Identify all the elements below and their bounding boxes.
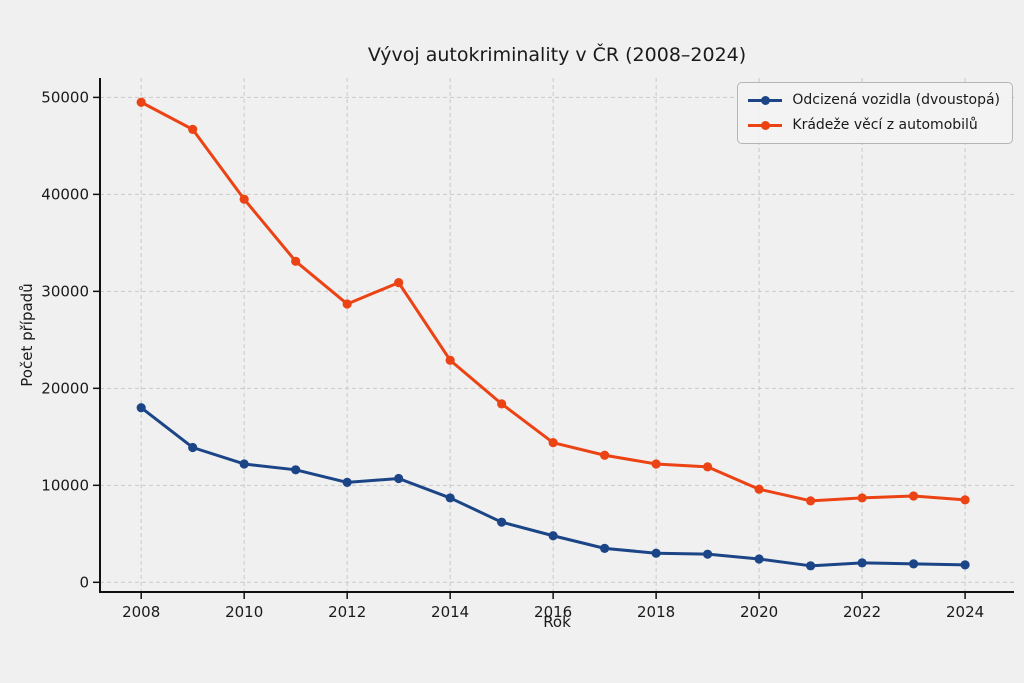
y-tick-label: 0	[79, 573, 89, 591]
data-point-marker	[136, 97, 146, 107]
data-point-marker	[239, 459, 249, 469]
x-tick-label: 2008	[122, 603, 160, 621]
legend-swatch-line-marker-icon	[748, 119, 783, 131]
data-point-marker	[600, 450, 610, 460]
data-point-marker	[548, 531, 558, 541]
data-point-marker	[908, 491, 919, 501]
data-point-marker	[806, 496, 816, 506]
data-point-marker	[703, 549, 713, 559]
x-tick-label: 2020	[740, 603, 778, 621]
x-tick-label: 2022	[843, 603, 881, 621]
x-tick-label: 2014	[431, 603, 469, 621]
data-point-marker	[857, 493, 867, 503]
data-point-marker	[754, 484, 764, 494]
y-tick-label: 40000	[41, 185, 89, 203]
tick-marks	[93, 96, 966, 599]
x-tick-label: 2024	[946, 603, 984, 621]
x-tick-label: 2018	[637, 603, 675, 621]
data-point-marker	[394, 278, 404, 288]
data-point-marker	[548, 438, 558, 448]
data-point-marker	[394, 473, 404, 484]
data-point-marker	[908, 559, 919, 569]
x-tick-label: 2012	[328, 603, 366, 621]
legend: Odcizená vozidla (dvoustopá) Krádeže věc…	[737, 82, 1013, 144]
data-point-marker	[445, 355, 455, 365]
data-point-marker	[960, 495, 970, 505]
data-point-marker	[188, 442, 198, 453]
data-point-marker	[600, 543, 610, 553]
data-point-marker	[754, 554, 764, 564]
legend-label: Odcizená vozidla (dvoustopá)	[792, 92, 1000, 108]
legend-swatch-line-marker-icon	[748, 95, 783, 107]
data-point-marker	[136, 403, 146, 413]
legend-label: Krádeže věcí z automobilů	[792, 116, 978, 133]
data-point-marker	[342, 299, 352, 309]
data-point-marker	[857, 558, 867, 568]
data-point-marker	[497, 399, 507, 409]
data-point-marker	[291, 256, 301, 266]
x-tick-label: 2016	[534, 603, 572, 621]
legend-item-odcizena-vozidla: Odcizená vozidla (dvoustopá)	[748, 92, 1000, 110]
data-point-marker	[239, 194, 249, 204]
gridlines	[100, 78, 1014, 592]
data-point-marker	[960, 560, 970, 570]
chart-title: Vývoj autokriminality v ČR (2008–2024)	[367, 44, 747, 66]
data-point-marker	[703, 462, 713, 472]
y-tick-label: 20000	[41, 379, 89, 397]
data-point-marker	[497, 517, 507, 527]
data-point-marker	[445, 493, 455, 503]
data-point-marker	[188, 124, 198, 134]
x-tick-label: 2010	[225, 603, 263, 621]
x-tick-labels: 2008 2010 2012 2014 2016 2018 2020 2022 2024	[122, 603, 984, 621]
data-point-marker	[342, 477, 352, 488]
series-1	[136, 97, 970, 506]
legend-item-kradeze-veci: Krádeže věcí z automobilů	[748, 117, 1000, 135]
y-tick-label: 10000	[41, 476, 89, 494]
data-point-marker	[291, 465, 301, 475]
data-point-marker	[806, 561, 816, 571]
y-tick-labels: 0 10000 20000 30000 40000 50000	[41, 88, 89, 591]
series-0	[136, 403, 970, 571]
y-axis-label: Počet případů	[18, 283, 36, 387]
y-tick-label: 30000	[41, 282, 89, 300]
data-point-marker	[651, 459, 661, 469]
data-point-marker	[651, 548, 661, 558]
x-axis-label: Rok	[543, 613, 571, 631]
y-tick-label: 50000	[41, 88, 89, 106]
